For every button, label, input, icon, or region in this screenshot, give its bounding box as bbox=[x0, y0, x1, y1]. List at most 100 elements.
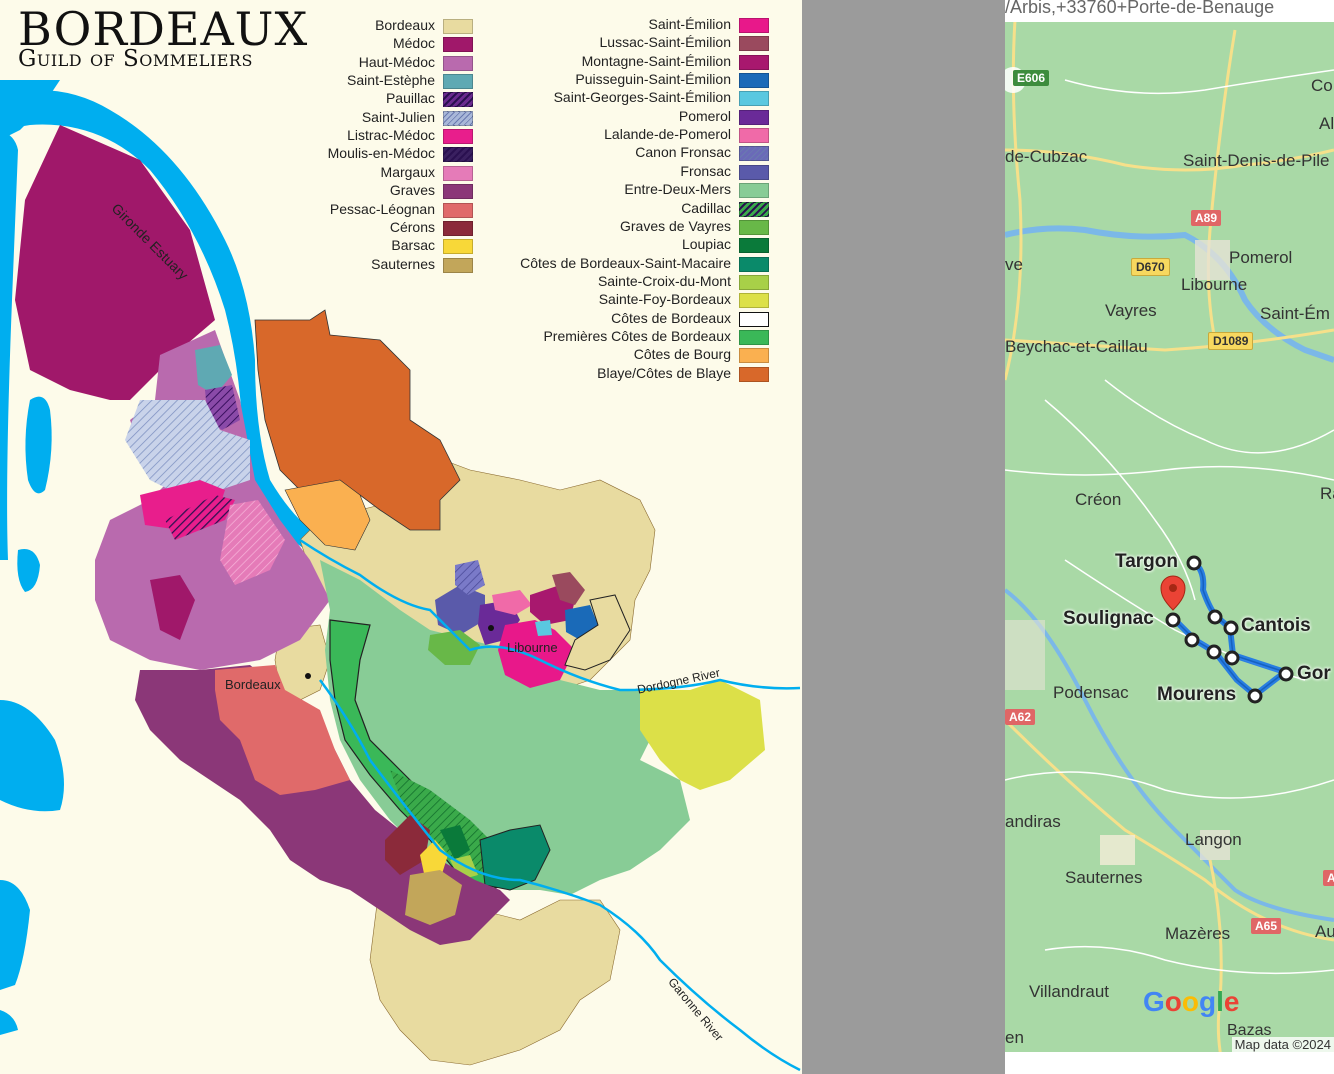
legend-label: Lussac-Saint-Émilion bbox=[599, 34, 732, 51]
map-subtitle: Guild of Sommeliers bbox=[18, 46, 253, 72]
route-line-outline bbox=[1174, 562, 1287, 696]
place-label-sauternes: Sauternes bbox=[1065, 868, 1143, 887]
legend-row: Graves de Vayres bbox=[449, 218, 769, 236]
legend-label: Médoc bbox=[392, 35, 435, 52]
region-sainte-foy bbox=[640, 680, 765, 790]
legend-row: Haut-Médoc bbox=[153, 54, 473, 72]
map-pin-marker bbox=[1160, 575, 1186, 611]
legend-swatch bbox=[739, 91, 769, 107]
map-title: Bordeaux bbox=[18, 2, 309, 56]
legend-row: Montagne-Saint-Émilion bbox=[449, 53, 769, 71]
legend-label: Saint-Julien bbox=[361, 108, 435, 125]
legend-row: Saint-Émilion bbox=[449, 16, 769, 34]
place-label-targon: Targon bbox=[1115, 551, 1178, 572]
url-bar-text[interactable]: /Arbis,+33760+Porte-de-Benauge bbox=[1005, 0, 1334, 22]
place-label-creon: Créon bbox=[1075, 490, 1122, 509]
legend-label: Cérons bbox=[389, 218, 435, 235]
legend-row: Saint-Julien bbox=[153, 109, 473, 127]
road-minor-4 bbox=[1104, 379, 1334, 454]
region-cotes-francs bbox=[564, 594, 631, 671]
left-water bbox=[0, 130, 18, 560]
legend-swatch bbox=[739, 128, 769, 144]
road-minor-2 bbox=[1005, 465, 1334, 481]
legend-label: Canon Fronsac bbox=[635, 144, 731, 161]
dordogne-river bbox=[299, 538, 801, 692]
stop-4 bbox=[1224, 650, 1240, 666]
region-moulis bbox=[165, 495, 235, 540]
libourne-city-label: Libourne bbox=[507, 640, 558, 655]
bordeaux-wine-map: Bordeaux Guild of Sommeliers Bordeaux Méd… bbox=[0, 0, 802, 1074]
map-copyright: Map data ©2024 bbox=[1231, 1037, 1334, 1052]
legend-swatch bbox=[443, 19, 473, 34]
legend-label: Entre-Deux-Mers bbox=[624, 181, 731, 198]
road-minor-7 bbox=[1064, 69, 1334, 95]
lake-2 bbox=[17, 549, 40, 592]
gray-separator bbox=[802, 0, 1005, 1074]
google-map-route[interactable]: /Arbis,+33760+Porte-de-Benauge Co Al de-Cu… bbox=[1005, 0, 1334, 1074]
legend-row: Pomerol bbox=[449, 108, 769, 126]
region-pessac bbox=[215, 665, 350, 795]
place-label-vayres: Vayres bbox=[1105, 301, 1157, 320]
stop-2 bbox=[1184, 632, 1200, 648]
legend-label: Loupiac bbox=[681, 236, 731, 253]
region-medoc bbox=[15, 125, 215, 400]
google-logo: Google bbox=[1143, 986, 1240, 1017]
legend-label: Pauillac bbox=[385, 90, 435, 107]
region-cerons bbox=[385, 815, 430, 875]
legend-swatch bbox=[443, 92, 473, 108]
legend-swatch bbox=[739, 183, 769, 199]
wine-region-map-graphic bbox=[0, 80, 801, 1072]
place-label-mazeres: Mazères bbox=[1165, 924, 1231, 943]
legend-label: Lalande-de-Pomerol bbox=[604, 126, 731, 143]
legend-row: Cérons bbox=[153, 219, 473, 237]
legend-row: Puisseguin-Saint-Émilion bbox=[449, 71, 769, 89]
stop-cantois bbox=[1223, 620, 1239, 636]
region-saint-estephe bbox=[195, 345, 232, 395]
region-saint-emilion bbox=[498, 620, 575, 688]
legend-swatch bbox=[443, 165, 473, 181]
legend-swatch bbox=[739, 73, 769, 89]
bordeaux-city-dot bbox=[305, 673, 311, 679]
legend-swatch bbox=[443, 110, 473, 126]
legend-swatch bbox=[443, 74, 473, 90]
legend-swatch bbox=[443, 239, 473, 255]
stop-targon bbox=[1186, 555, 1202, 571]
legend-swatch bbox=[739, 201, 769, 217]
legend-row: Médoc bbox=[153, 35, 473, 53]
place-label-saintem: Saint-Ém bbox=[1260, 304, 1330, 323]
libourne-city-dot bbox=[488, 625, 494, 631]
legend-label: Puisseguin-Saint-Émilion bbox=[575, 71, 731, 88]
road-shield-a_edge: A bbox=[1323, 870, 1334, 886]
legend-row: Fronsac bbox=[449, 163, 769, 181]
legend-label: Sauternes bbox=[371, 255, 435, 272]
place-label-al: Al bbox=[1319, 114, 1334, 133]
place-label-aur: Aur bbox=[1315, 922, 1334, 941]
place-label-podensac: Podensac bbox=[1053, 683, 1129, 702]
legend-row: Lalande-de-Pomerol bbox=[449, 126, 769, 144]
legend-swatch bbox=[739, 293, 769, 309]
legend-swatch bbox=[443, 257, 473, 273]
region-canon-fronsac bbox=[455, 560, 485, 595]
region-loupiac bbox=[440, 825, 470, 860]
place-label-libourne: Libourne bbox=[1181, 275, 1248, 294]
road-yellow-2 bbox=[1005, 328, 1334, 352]
road-shield-e606: E606 bbox=[1013, 70, 1050, 86]
legend-label: Côtes de Bordeaux bbox=[611, 309, 731, 326]
legend-label: Haut-Médoc bbox=[358, 53, 435, 70]
legend-row: Moulis-en-Médoc bbox=[153, 145, 473, 163]
legend-row: Saint-Georges-Saint-Émilion bbox=[449, 89, 769, 107]
place-label-co: Co bbox=[1311, 76, 1333, 95]
legend-label: Saint-Émilion bbox=[648, 16, 731, 32]
legend-swatch bbox=[739, 18, 769, 33]
region-cotes-de-bourg bbox=[284, 479, 371, 551]
legend-swatch bbox=[739, 311, 769, 327]
legend-swatch bbox=[443, 147, 473, 163]
legend-row: Pessac-Léognan bbox=[153, 201, 473, 219]
region-fronsac bbox=[435, 585, 485, 635]
road-minor-6 bbox=[1044, 945, 1334, 975]
region-lussac bbox=[552, 572, 585, 605]
legend-label: Graves de Vayres bbox=[619, 217, 731, 234]
legend-row: Sauternes bbox=[153, 256, 473, 274]
stop-soulignac bbox=[1165, 612, 1181, 628]
legend-swatch bbox=[739, 274, 769, 290]
